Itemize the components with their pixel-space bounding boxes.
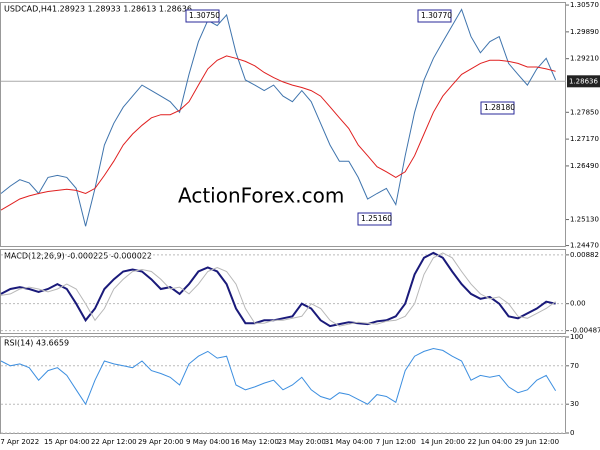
y-tick-label: 100	[570, 333, 583, 341]
x-tick-label: 29 Apr 20:00	[138, 438, 184, 446]
annotation: 1.25160	[361, 214, 392, 223]
x-tick-label: 23 May 20:00	[278, 438, 326, 446]
x-tick-label: 15 Apr 04:00	[44, 438, 90, 446]
series-line	[0, 8, 557, 227]
annotation-box	[185, 9, 220, 23]
y-tick-label: 1.29210	[570, 55, 599, 63]
watermark: ActionForex.com	[178, 184, 344, 208]
y-tick-label: 1.24470	[570, 242, 599, 250]
y-tick-label: 1.26490	[570, 162, 599, 170]
price-panel	[0, 2, 566, 247]
x-tick-label: 9 May 04:00	[186, 438, 230, 446]
annotation-box	[417, 9, 452, 23]
y-tick-label: 1.30570	[570, 1, 599, 9]
y-tick-label: 1.29890	[570, 28, 599, 36]
x-tick-label: 16 May 12:00	[231, 438, 279, 446]
last-price-label: 1.28636	[569, 77, 598, 85]
annotation-box	[480, 101, 515, 115]
last-price-box	[567, 75, 600, 88]
series-line	[0, 55, 556, 211]
y-tick-label: 0	[570, 429, 574, 437]
annotation-box	[357, 212, 392, 226]
x-tick-label: 22 Apr 12:00	[91, 438, 137, 446]
x-tick-label: 22 Jun 04:00	[468, 438, 512, 446]
annotation: 1.30750	[189, 11, 220, 20]
macd-panel	[0, 249, 566, 334]
panel-subtitle: 1.28923 1.28933 1.28613 1.28636	[52, 5, 192, 14]
series-line	[0, 252, 556, 327]
x-tick-label: 14 Jun 20:00	[421, 438, 465, 446]
panel-title: RSI(14) 43.6659	[4, 339, 69, 348]
y-tick-label: -0.004872	[570, 327, 600, 335]
series-line	[0, 347, 557, 406]
panel-title: MACD(12,26,9) -0.000225 -0.000022	[4, 252, 152, 261]
panel-title: USDCAD,H4	[4, 5, 52, 14]
x-tick-label: 7 Jun 12:00	[376, 438, 416, 446]
series-line	[0, 251, 556, 328]
x-tick-label: 31 May 04:00	[325, 438, 373, 446]
y-tick-label: 1.25130	[570, 216, 599, 224]
y-tick-label: 70	[570, 362, 579, 370]
x-tick-label: 7 Apr 2022	[0, 438, 39, 446]
annotation: 1.30770	[421, 11, 452, 20]
y-tick-label: 30	[570, 400, 579, 408]
y-tick-label: 1.27170	[570, 135, 599, 143]
y-tick-label: 1.27850	[570, 108, 599, 116]
annotation: 1.28180	[484, 103, 515, 112]
y-tick-label: 0.00	[570, 300, 586, 308]
y-tick-label: 0.00882	[570, 251, 599, 259]
x-tick-label: 29 Jun 12:00	[515, 438, 559, 446]
